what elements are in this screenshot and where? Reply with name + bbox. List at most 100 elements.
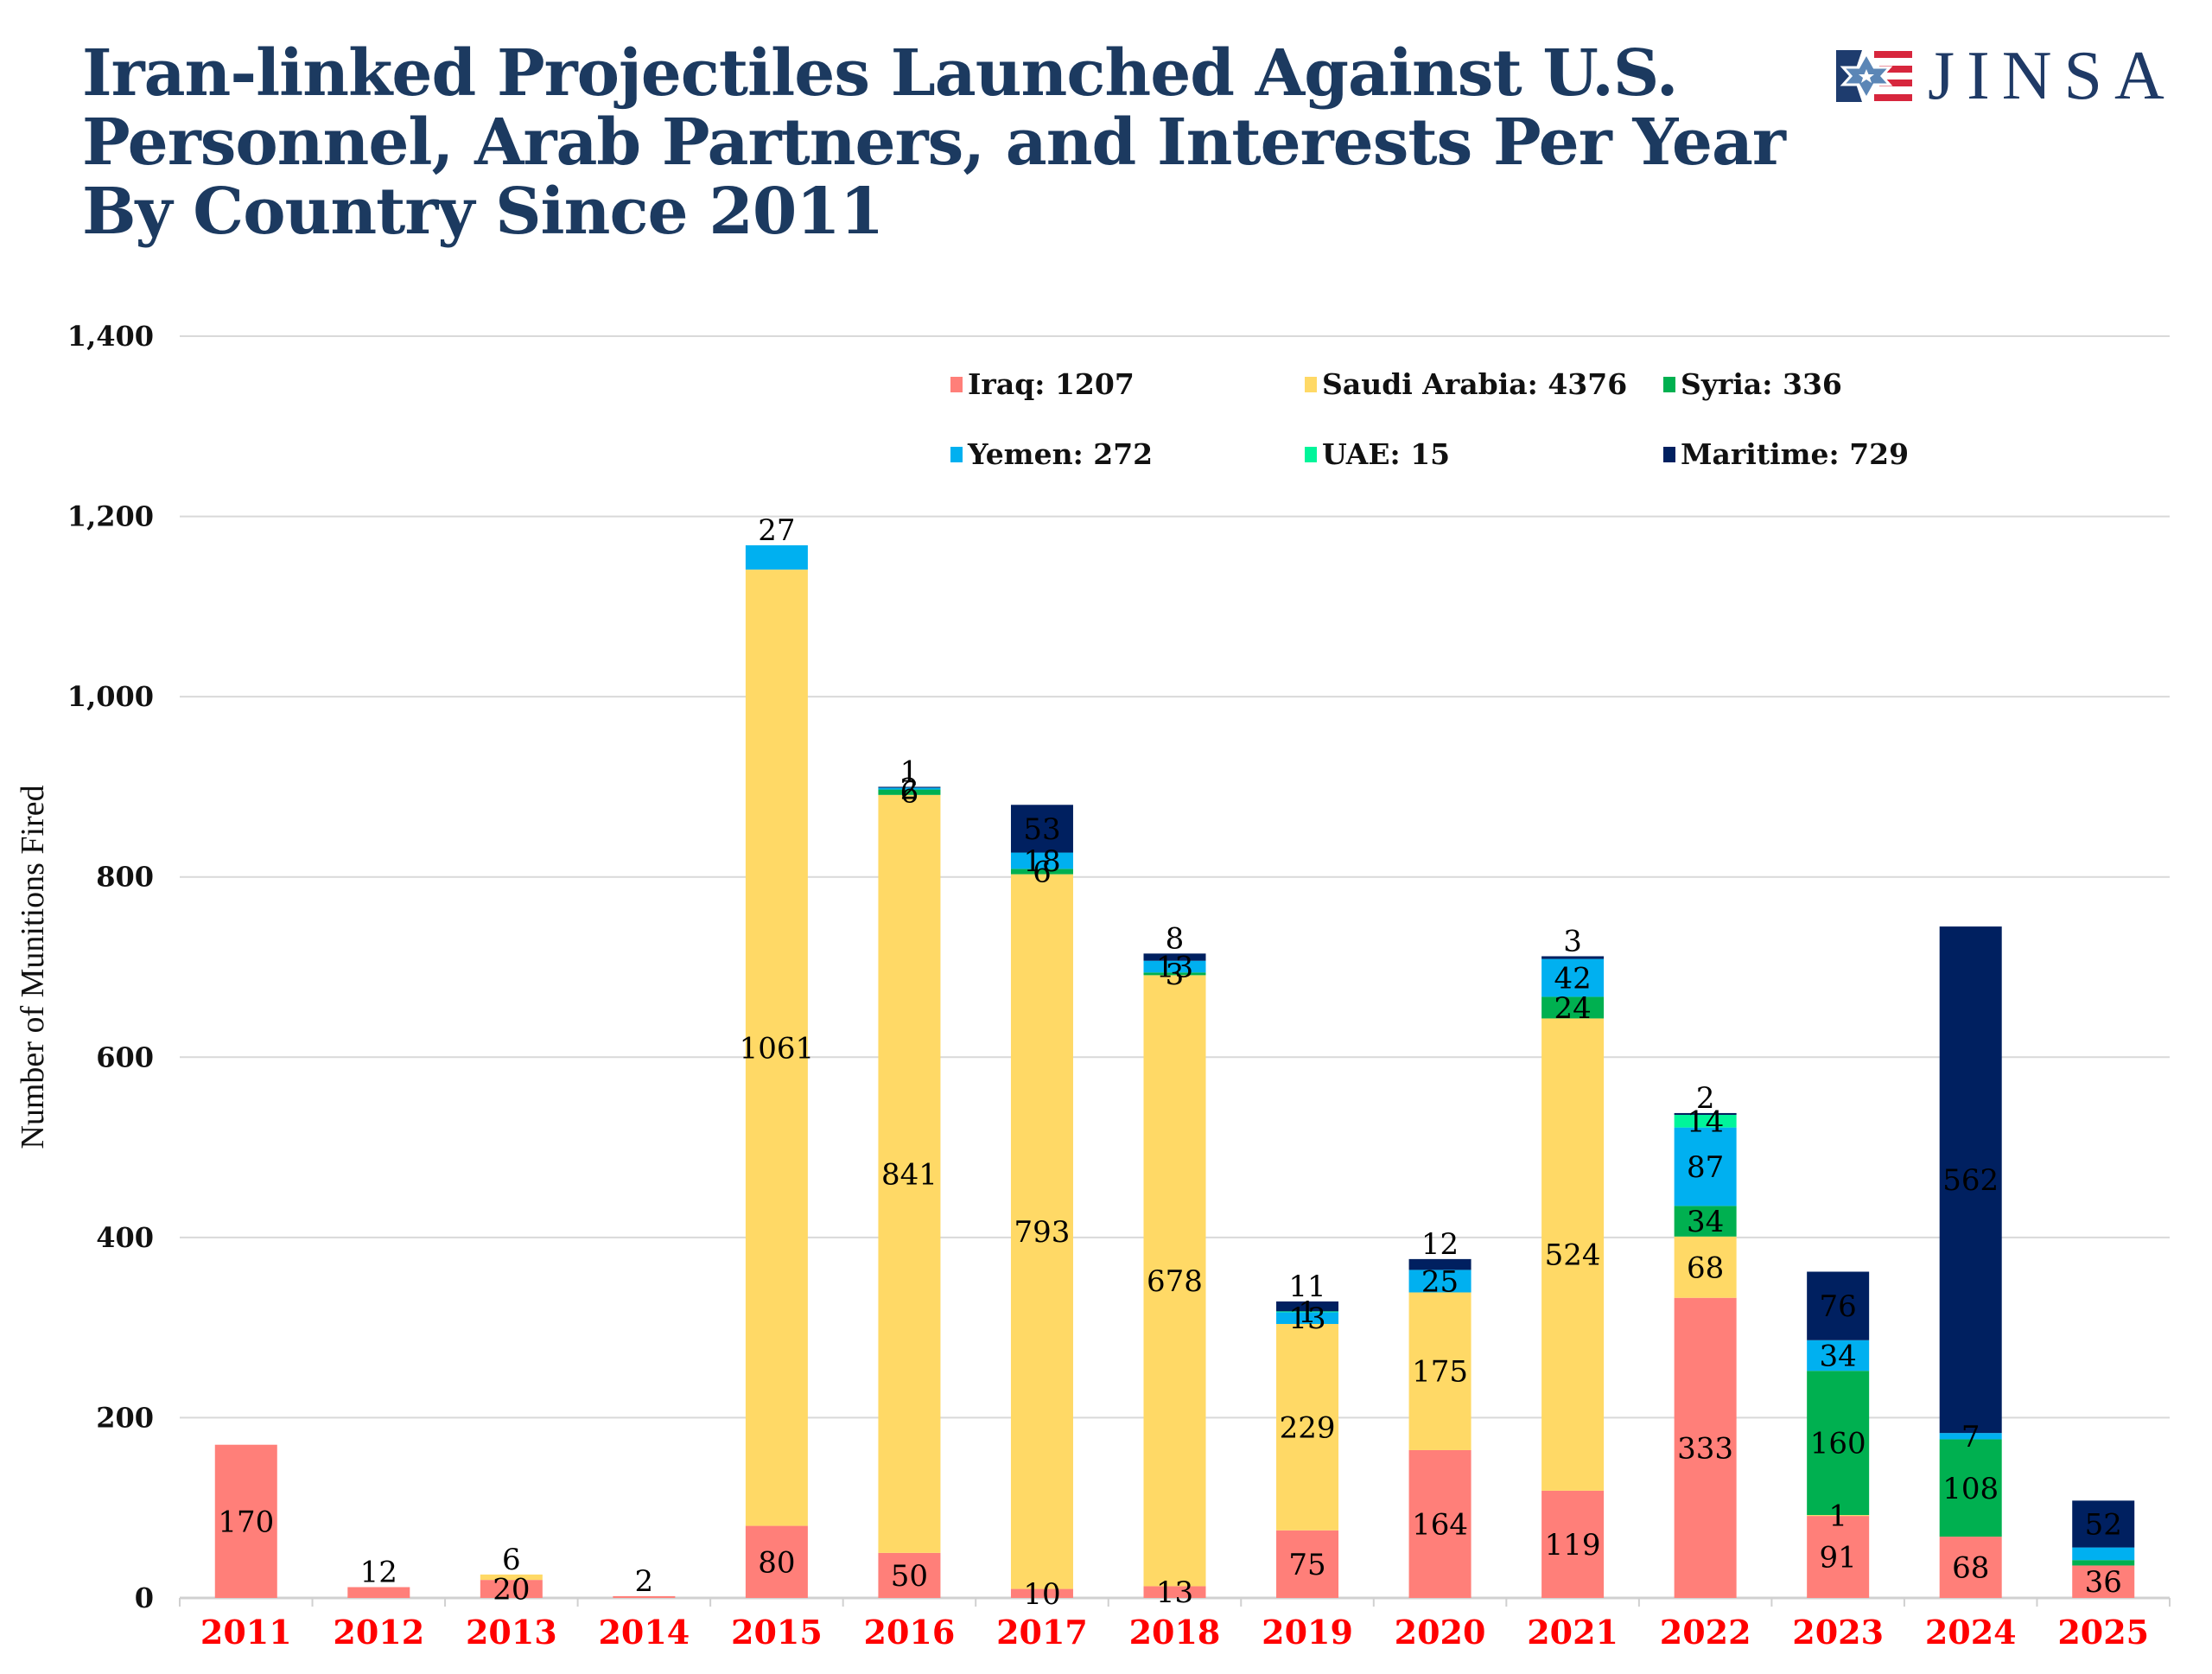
bar-segment-uae [1674,1115,1737,1128]
bar-segment-iraq [1939,1537,2002,1598]
legend-swatch [950,377,963,392]
data-label: 8 [1166,921,1185,956]
legend-label: UAE: 15 [1322,437,1450,471]
data-label: 25 [1421,1264,1459,1299]
bar-segment-maritime [1674,1112,1737,1116]
data-label: 562 [1942,1163,1999,1198]
bar-segment-yemen [878,787,941,790]
x-tick-label: 2020 [1395,1613,1486,1652]
data-label: 793 [1014,1215,1071,1250]
bar-segment-syria [1674,1206,1737,1237]
data-label: 76 [1820,1289,1857,1324]
bar-segment-saudi-arabia [1674,1236,1737,1298]
bar-segment-saudi-arabia [1541,1018,1605,1491]
data-label: 68 [1687,1251,1724,1285]
bar-segment-yemen [1807,1340,1870,1372]
bar-segment-iraq [1674,1297,1737,1598]
bar-segment-syria [878,789,941,795]
bar-segment-iraq [1807,1516,1870,1598]
legend-label: Syria: 336 [1681,367,1842,401]
bar-segment-iraq [878,1552,941,1598]
bar-segment-yemen [1674,1127,1737,1206]
data-label: 6 [502,1543,521,1577]
data-label: 13 [1288,1302,1325,1336]
legend-swatch [1663,447,1675,462]
data-label: 2 [635,1564,654,1599]
data-label: 170 [218,1505,274,1539]
x-tick-label: 2022 [1660,1613,1751,1652]
y-axis-ticks: 0 200 400 600 800 1,000 1,200 1,400 [67,320,154,1614]
data-label: 119 [1545,1528,1601,1563]
bar-segment-iraq [214,1444,277,1598]
data-label: 1 [1828,1499,1847,1534]
logo-text: JINSA [1928,38,2177,114]
jinsa-logo: JINSA [1836,41,2177,111]
data-label: 11 [1288,1270,1325,1304]
bar-segment-iraq [1541,1490,1605,1598]
data-label: 13 [1156,1575,1193,1610]
data-label: 10 [1023,1577,1060,1612]
data-label: 175 [1412,1355,1468,1390]
bar-segment-iraq [1276,1530,1339,1598]
data-label: 52 [2085,1507,2122,1542]
y-tick-label: 600 [96,1041,154,1073]
bar-segment-syria [1010,869,1073,875]
data-label: 80 [758,1545,795,1580]
bar-segment-maritime [1143,953,1206,961]
data-label: 18 [1023,844,1060,879]
bar-segment-syria [1939,1439,2002,1537]
bar-segment-saudi-arabia [1143,975,1206,1587]
bar-segment-yemen [1010,852,1073,869]
chart-title: Iran-linked Projectiles Launched Against… [82,39,1786,249]
data-label: 6 [1033,855,1052,889]
bar-segment-iraq [1010,1588,1073,1598]
y-tick-label: 1,000 [67,680,154,713]
x-tick-label: 2016 [864,1613,956,1652]
legend: Iraq: 1207 Saudi Arabia: 4376 Syria: 336 Ye… [950,367,1909,471]
title-line-2: Personnel, Arab Partners, and Interests … [82,105,1786,180]
data-label: 7 [1961,1420,1980,1454]
title-line-3: By Country Since 2011 [82,175,884,249]
bar-segment-saudi-arabia [1010,874,1073,1589]
bar-segment-syria [1143,972,1206,976]
bar-segment-maritime [1010,805,1073,853]
bar-segment-syria [1541,996,1605,1019]
data-label: 75 [1288,1548,1325,1582]
legend-label: Yemen: 272 [967,437,1153,471]
x-tick-label: 2014 [598,1613,690,1652]
bar-segment-maritime [1276,1301,1339,1312]
bar-segment-yemen [1276,1312,1339,1324]
bar-segment-iraq [2072,1565,2135,1598]
bar-segment-maritime [878,786,941,788]
bar-segment-saudi-arabia [480,1574,543,1581]
x-tick-label: 2019 [1262,1613,1353,1652]
data-label: 42 [1554,962,1591,996]
data-label: 27 [758,513,795,548]
bar-segment-syria [2072,1560,2135,1566]
y-axis-title: Number of Munitions Fired [15,785,51,1149]
bar-segment-yemen [1143,960,1206,973]
bar-segment-uae [1276,1311,1339,1313]
data-label: 3 [1166,958,1185,992]
data-label: 12 [1421,1227,1459,1262]
y-tick-label: 1,400 [67,320,154,353]
x-tick-label: 2025 [2057,1613,2149,1652]
legend-label: Maritime: 729 [1681,437,1909,471]
data-label: 333 [1677,1431,1733,1466]
y-tick-label: 1,200 [67,500,154,533]
x-tick-label: 2017 [996,1613,1088,1652]
bar-segment-saudi-arabia [1276,1323,1339,1531]
bar-segment-maritime [1408,1258,1471,1270]
flag-star-icon [1836,50,1912,102]
x-tick-label: 2023 [1792,1613,1884,1652]
bar-segment-saudi-arabia [1807,1515,1870,1517]
data-label: 678 [1147,1264,1203,1299]
data-label: 34 [1687,1205,1724,1239]
data-label: 164 [1412,1507,1468,1542]
data-label: 108 [1942,1472,1999,1506]
y-tick-label: 400 [96,1221,154,1254]
data-label: 1 [900,754,919,789]
y-tick-label: 200 [96,1401,154,1434]
bar-segment-syria [1807,1371,1870,1516]
data-label: 12 [360,1555,397,1589]
